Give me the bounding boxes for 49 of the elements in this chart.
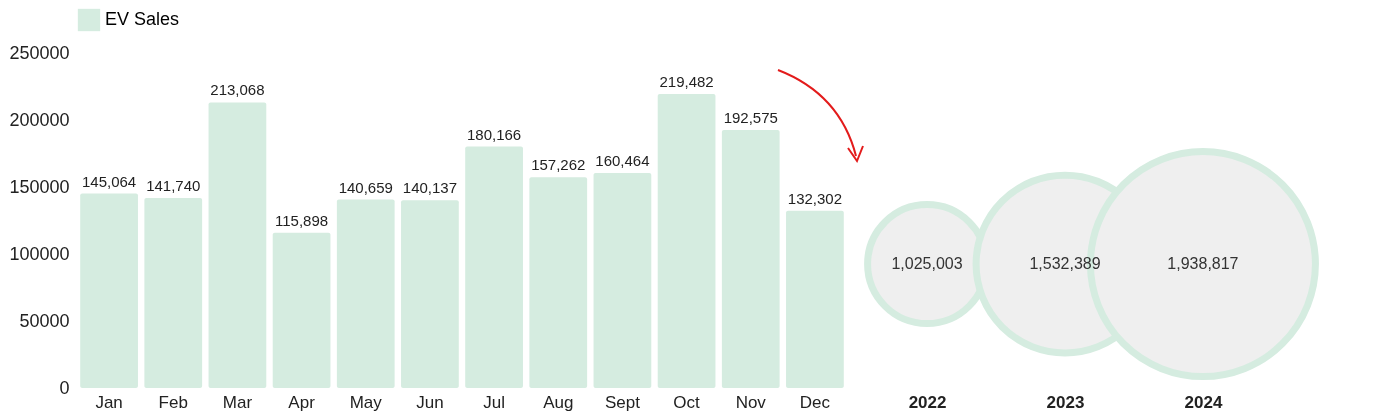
data-label: 140,659 (338, 178, 393, 196)
data-label: 141,740 (146, 177, 201, 195)
y-tick-label: 200000 (9, 109, 70, 130)
bar (593, 172, 652, 388)
bar (721, 129, 780, 388)
x-tick-label: Dec (799, 392, 831, 412)
data-label: 132,302 (787, 189, 843, 207)
x-tick-label: Jun (416, 392, 444, 412)
data-label: 1,938,817 (1167, 255, 1239, 273)
x-tick-label: Feb (158, 392, 188, 412)
data-label: 145,064 (81, 172, 137, 190)
bar (401, 200, 459, 388)
y-tick-label: 50000 (19, 310, 70, 331)
y-tick-label: 100000 (9, 243, 70, 264)
bar (80, 193, 138, 388)
x-tick-label: Jul (483, 392, 505, 412)
category-label: 2024 (1184, 392, 1223, 412)
data-label: 219,482 (659, 72, 714, 90)
data-label: 213,068 (210, 81, 265, 99)
data-label: 160,464 (595, 151, 650, 169)
bar (529, 177, 588, 388)
bar (786, 210, 844, 388)
x-tick-label: May (349, 392, 383, 412)
bar (465, 146, 523, 388)
data-label: 115,898 (275, 211, 329, 229)
x-tick-label: Apr (288, 392, 316, 412)
x-tick-label: Aug (543, 392, 574, 412)
y-tick-label: 150000 (9, 176, 70, 197)
category-label: 2023 (1046, 392, 1085, 412)
data-label: 180,166 (466, 125, 522, 143)
data-label: 1,532,389 (1029, 255, 1101, 273)
category-label: 2022 (908, 392, 947, 412)
bar (208, 102, 267, 388)
x-tick-label: Oct (673, 392, 701, 412)
bar (144, 198, 203, 388)
data-label: 192,575 (723, 108, 778, 126)
legend-label: EV Sales (105, 9, 180, 29)
x-tick-label: Mar (222, 392, 253, 412)
data-label: 157,262 (531, 156, 586, 174)
bar (272, 232, 331, 388)
x-tick-label: Sept (604, 392, 641, 412)
y-tick-label: 0 (59, 377, 70, 398)
bar (657, 93, 716, 388)
data-label: 140,137 (402, 179, 458, 197)
x-tick-label: Nov (735, 392, 767, 412)
y-tick-label: 250000 (9, 42, 70, 63)
data-label: 1,025,003 (891, 255, 963, 273)
bar (336, 199, 395, 388)
x-tick-label: Jan (95, 392, 123, 412)
